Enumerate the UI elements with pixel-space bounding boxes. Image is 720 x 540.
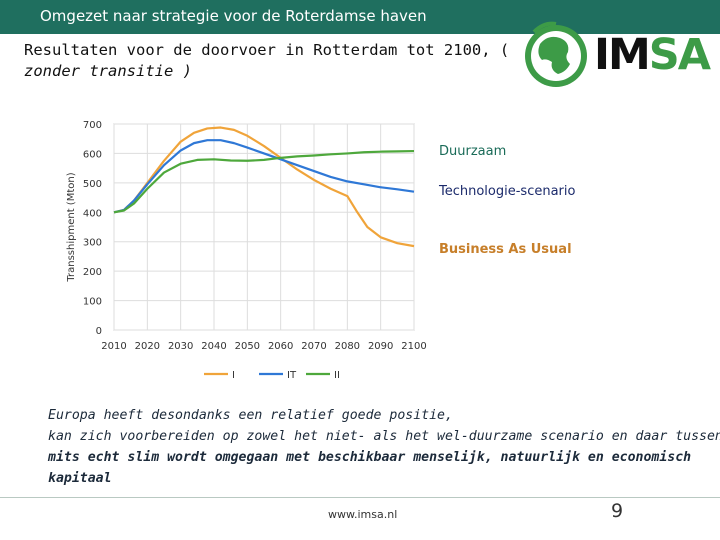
chart-axes: 0 100 200 300 400 500 600 700 2010 2020 2030 2040 20… <box>66 120 427 352</box>
slide-title: Resultaten voor de doorvoer in Rotterdam… <box>24 40 514 82</box>
body-line-1: Europa heeft desondanks een relatief goe… <box>48 408 453 423</box>
imsa-logo: IMSA <box>520 12 720 112</box>
header-bar: Omgezet naar strategie voor de Roterdams… <box>0 0 720 34</box>
y-tick-label: 0 <box>96 326 102 337</box>
legend-label-I: I <box>232 370 235 381</box>
x-tick-label: 2100 <box>401 341 426 352</box>
footer-url[interactable]: www.imsa.nl <box>328 508 398 521</box>
x-tick-label: 2090 <box>368 341 393 352</box>
footer-divider <box>0 497 720 498</box>
slide-title-line2: zonder transitie ) <box>24 62 192 80</box>
body-text: Europa heeft desondanks een relatief goe… <box>48 405 720 489</box>
y-tick-label: 300 <box>83 238 102 249</box>
header-title: Omgezet naar strategie voor de Roterdams… <box>40 7 427 25</box>
body-line-2: kan zich voorbereiden op zowel het niet-… <box>48 429 720 444</box>
x-tick-label: 2080 <box>335 341 360 352</box>
scenario-label-duurzaam: Duurzaam <box>439 144 507 159</box>
y-axis-label: Transshipment (Mton) <box>66 172 77 282</box>
x-tick-label: 2020 <box>135 341 160 352</box>
x-tick-label: 2010 <box>101 341 126 352</box>
y-tick-label: 600 <box>83 149 102 160</box>
x-tick-label: 2060 <box>268 341 293 352</box>
x-tick-label: 2040 <box>201 341 226 352</box>
scenario-label-bau: Business As Usual <box>439 242 572 257</box>
slide-title-line1: Resultaten voor de doorvoer in Rotterdam… <box>24 41 510 59</box>
globe-icon <box>525 21 587 87</box>
y-tick-label: 200 <box>83 267 102 278</box>
legend-label-IT: IT <box>287 370 297 381</box>
y-tick-label: 500 <box>83 179 102 190</box>
series-line-II <box>113 149 415 214</box>
series-line-IT <box>113 139 415 214</box>
x-tick-label: 2070 <box>301 341 326 352</box>
logo-wordmark: IMSA <box>594 30 711 80</box>
body-line-3: mits echt slim wordt omgegaan met beschi… <box>48 450 692 486</box>
series-line-I <box>113 126 415 248</box>
x-tick-label: 2030 <box>168 341 193 352</box>
chart-grid <box>113 123 415 331</box>
scenario-label-technologie: Technologie-scenario <box>439 184 576 199</box>
y-tick-label: 700 <box>83 120 102 131</box>
page-number: 9 <box>611 500 624 522</box>
y-tick-label: 400 <box>83 208 102 219</box>
chart-legend: I IT II <box>204 370 340 381</box>
chart-series <box>113 126 415 248</box>
transshipment-chart: 0 100 200 300 400 500 600 700 2010 2020 2030 2040 20… <box>66 120 427 381</box>
legend-label-II: II <box>334 370 340 381</box>
y-tick-label: 100 <box>83 297 102 308</box>
x-tick-label: 2050 <box>235 341 260 352</box>
